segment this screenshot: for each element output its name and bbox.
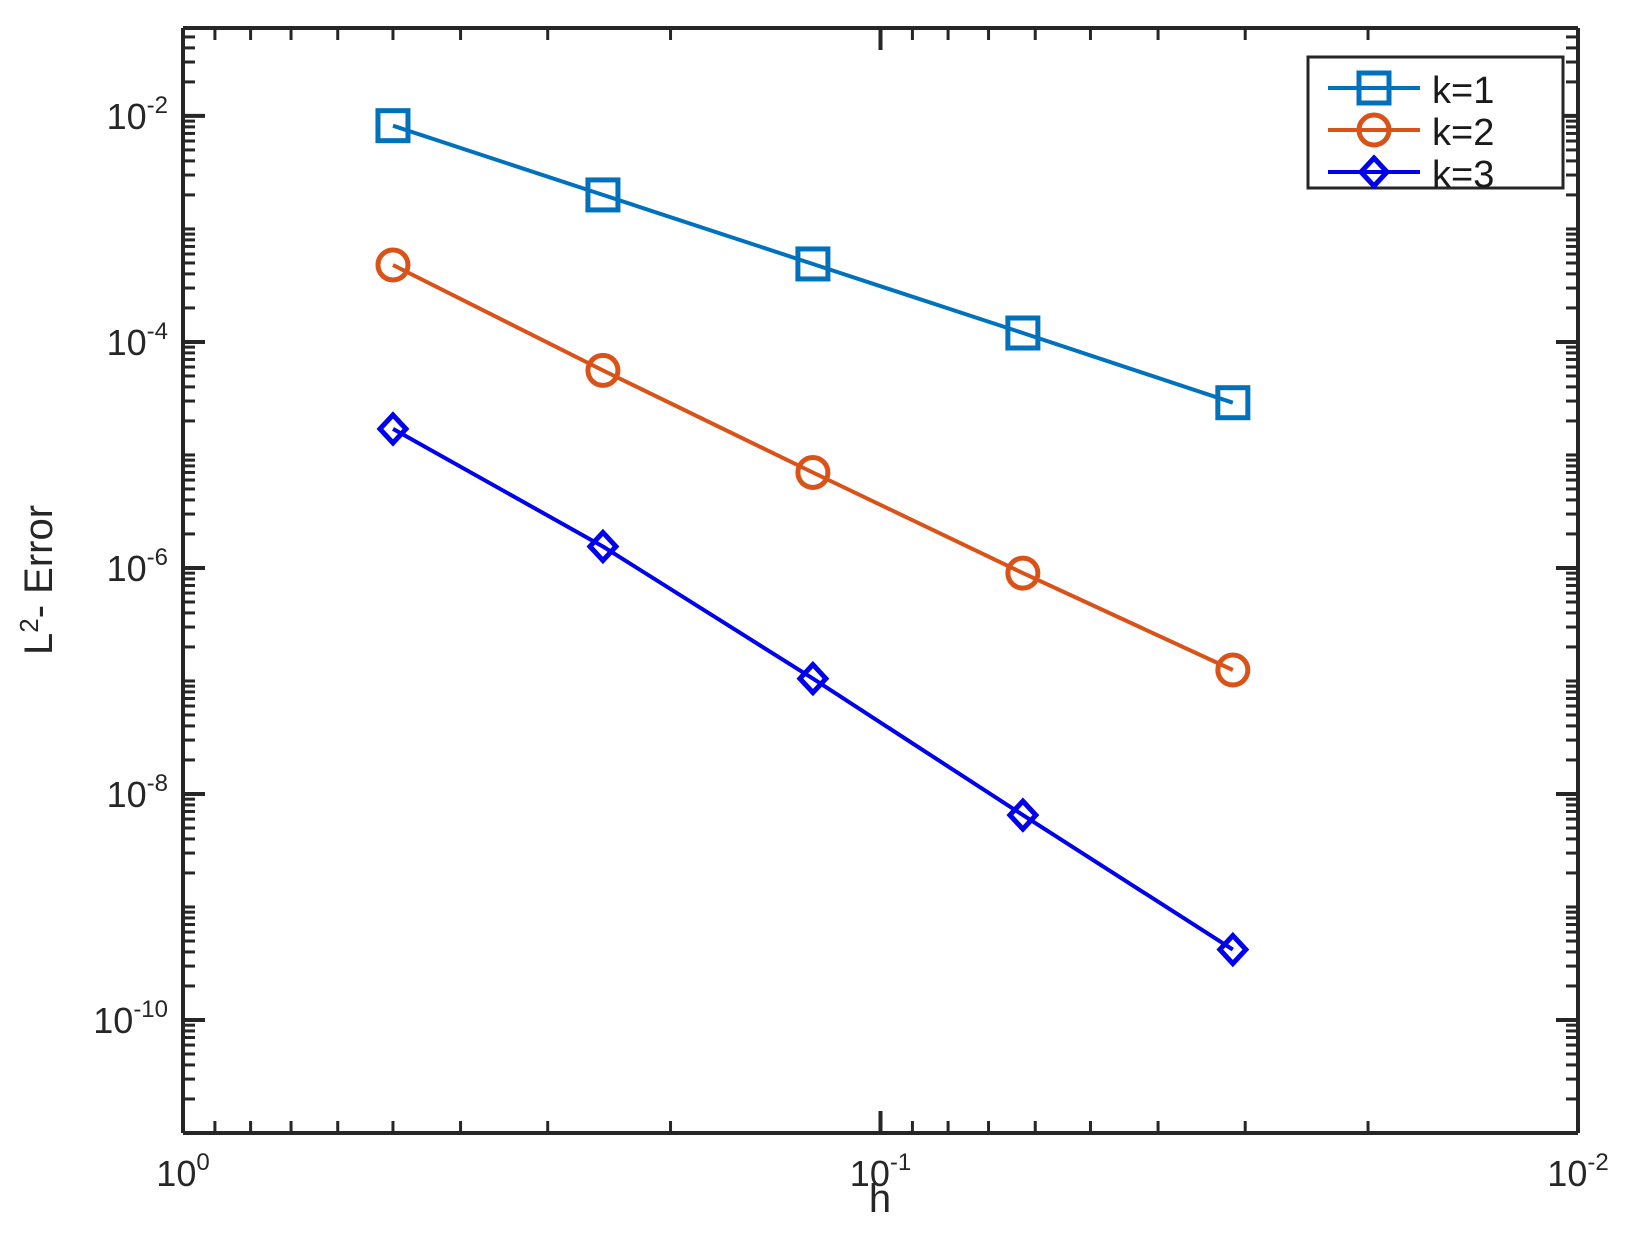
axis-ticks — [181, 26, 1580, 1135]
data-point-marker — [796, 660, 830, 697]
data-point-marker — [376, 411, 410, 447]
data-point-marker — [585, 352, 621, 388]
legend-marker-diamond — [1357, 154, 1391, 190]
data-point-marker — [375, 247, 411, 283]
y-tick-labels: 10-2 10-4 10-6 10-8 10-10 — [93, 92, 168, 1041]
legend-entry-k2[interactable]: k=2 — [1328, 112, 1494, 154]
legend-label: k=2 — [1432, 112, 1494, 154]
y-tick-label: 10-4 — [107, 318, 168, 363]
legend-box — [1306, 55, 1565, 190]
y-axis-title-main: L — [17, 633, 61, 655]
data-point-marker — [795, 246, 831, 282]
legend-label: k=3 — [1432, 154, 1494, 196]
legend-entry-k3[interactable]: k=3 — [1328, 154, 1494, 196]
y-tick-label: 10-2 — [107, 92, 168, 137]
data-series-group — [375, 108, 1251, 968]
svg-text:L2- Error: L2- Error — [14, 505, 61, 655]
data-point-marker — [795, 454, 831, 490]
data-point-marker — [586, 528, 620, 565]
y-axis-title: L2- Error — [14, 505, 61, 655]
y-axis-title-tail: - Error — [17, 505, 61, 618]
y-tick-label: 10-6 — [107, 544, 168, 589]
data-point-marker — [1215, 652, 1251, 688]
data-point-marker — [375, 108, 411, 144]
series-k2 — [375, 247, 1251, 688]
x-tick-label: 100 — [156, 1149, 209, 1194]
data-point-marker — [1215, 385, 1251, 421]
series-k1 — [375, 108, 1251, 421]
x-axis-title: h — [869, 1177, 891, 1221]
y-tick-label: 10-10 — [93, 996, 168, 1041]
legend[interactable]: k=1k=2k=3 — [1306, 55, 1565, 196]
legend-entries[interactable]: k=1k=2k=3 — [1328, 70, 1494, 196]
data-point-marker — [1216, 931, 1250, 968]
x-tick-labels: 100 10-1 10-2 — [156, 1149, 1608, 1194]
data-point-marker — [1005, 555, 1041, 591]
legend-entry-k1[interactable]: k=1 — [1328, 70, 1494, 112]
legend-marker-circle — [1356, 112, 1392, 148]
y-tick-label: 10-8 — [107, 770, 168, 815]
y-axis-title-superscript: 2 — [14, 618, 44, 632]
x-tick-label: 10-2 — [1547, 1149, 1608, 1194]
x-tick-label: 10-1 — [850, 1149, 911, 1194]
data-point-marker — [1006, 797, 1040, 833]
legend-marker-square — [1356, 70, 1392, 106]
data-point-marker — [1005, 315, 1041, 351]
legend-label: k=1 — [1432, 70, 1494, 112]
axes-frame — [181, 26, 1580, 1135]
data-point-marker — [585, 177, 621, 213]
series-k3 — [376, 411, 1250, 968]
